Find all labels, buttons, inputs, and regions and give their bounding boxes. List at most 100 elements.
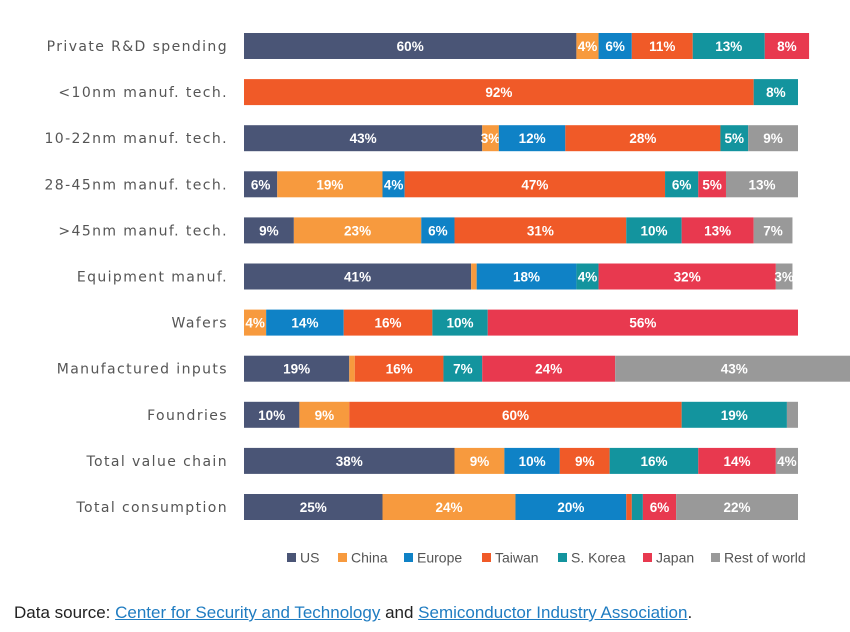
bar-10-22nm-manuf-tech-china	[482, 125, 499, 152]
legend-swatch-europe	[404, 553, 413, 562]
bar-label-manufactured-inputs-us: 19%	[283, 362, 310, 377]
data-source-footer: Data source: Center for Security and Tec…	[14, 603, 692, 623]
bar-10-22nm-manuf-tech-s-korea	[720, 125, 749, 152]
bar-28-45nm-manuf-tech-rest-of-world	[725, 171, 798, 198]
legend-swatch-us	[287, 553, 296, 562]
category-label-gt45nm-manuf-tech: >45nm manuf. tech.	[58, 223, 228, 239]
bar-label-private-randd-spending-china: 4%	[578, 39, 598, 54]
bar-label-private-randd-spending-europe: 6%	[605, 39, 625, 54]
legend-label-japan: Japan	[656, 550, 694, 566]
bar-equipment-manuf-europe	[476, 263, 577, 290]
bar-label-gt45nm-manuf-tech-rest-of-world: 7%	[763, 223, 783, 238]
category-label-lt10nm-manuf-tech: <10nm manuf. tech.	[58, 85, 228, 101]
bar-private-randd-spending-japan	[764, 33, 810, 59]
legend-label-china: China	[351, 550, 388, 566]
bar-label-manufactured-inputs-s-korea: 7%	[453, 362, 473, 377]
bar-total-consumption-japan	[642, 494, 677, 520]
bar-label-10-22nm-manuf-tech-us: 43%	[350, 131, 377, 146]
bar-label-manufactured-inputs-taiwan: 16%	[386, 362, 413, 377]
bar-28-45nm-manuf-tech-taiwan	[404, 171, 666, 198]
bar-wafers-china	[244, 309, 267, 336]
bar-equipment-manuf-s-korea	[576, 263, 599, 290]
category-label-total-consumption: Total consumption	[75, 500, 228, 516]
bar-total-value-chain-europe	[504, 447, 560, 474]
category-label-10-22nm-manuf-tech: 10-22nm manuf. tech.	[44, 131, 228, 147]
bar-label-manufactured-inputs-japan: 24%	[535, 362, 562, 377]
bar-total-consumption-taiwan	[626, 494, 632, 520]
footer-suffix: .	[687, 603, 693, 622]
bar-label-foundries-us: 10%	[258, 408, 285, 423]
bar-10-22nm-manuf-tech-taiwan	[565, 125, 721, 152]
bar-label-28-45nm-manuf-tech-us: 6%	[251, 177, 271, 192]
footer-prefix: Data source:	[14, 603, 116, 622]
bar-label-10-22nm-manuf-tech-europe: 12%	[519, 131, 546, 146]
bar-28-45nm-manuf-tech-europe	[382, 171, 405, 198]
legend-swatch-rest-of-world	[711, 553, 720, 562]
legend-label-us: US	[300, 550, 319, 566]
bar-label-gt45nm-manuf-tech-s-korea: 10%	[640, 223, 667, 238]
category-label-private-randd-spending: Private R&D spending	[47, 39, 228, 55]
bar-label-wafers-europe: 14%	[291, 316, 318, 331]
bar-label-gt45nm-manuf-tech-china: 23%	[344, 223, 371, 238]
bar-label-total-value-chain-s-korea: 16%	[640, 454, 667, 469]
category-label-total-value-chain: Total value chain	[85, 454, 228, 470]
bar-label-total-value-chain-europe: 10%	[519, 454, 546, 469]
bar-28-45nm-manuf-tech-china	[277, 171, 383, 198]
bar-label-10-22nm-manuf-tech-s-korea: 5%	[725, 131, 745, 146]
bar-label-lt10nm-manuf-tech-s-korea: 8%	[766, 85, 786, 100]
bar-total-consumption-s-korea	[631, 494, 643, 520]
bar-manufactured-inputs-rest-of-world	[615, 355, 850, 382]
bar-foundries-taiwan	[349, 401, 682, 428]
bar-total-value-chain-taiwan	[559, 447, 610, 474]
footer-link-sia[interactable]: Semiconductor Industry Association	[418, 603, 688, 622]
bar-label-wafers-japan: 56%	[629, 316, 656, 331]
bar-label-manufactured-inputs-rest-of-world: 43%	[721, 362, 748, 377]
bar-label-equipment-manuf-europe: 18%	[513, 270, 540, 285]
category-label-manufactured-inputs: Manufactured inputs	[57, 362, 228, 378]
bar-manufactured-inputs-taiwan	[354, 355, 444, 382]
bar-10-22nm-manuf-tech-europe	[498, 125, 566, 152]
bar-label-foundries-china: 9%	[315, 408, 335, 423]
bar-gt45nm-manuf-tech-taiwan	[454, 217, 627, 244]
bar-wafers-japan	[487, 309, 798, 336]
legend-swatch-china	[338, 553, 347, 562]
bar-equipment-manuf-china	[471, 263, 477, 290]
bar-label-private-randd-spending-taiwan: 11%	[649, 39, 675, 54]
legend-swatch-s-korea	[558, 553, 567, 562]
bar-label-total-value-chain-us: 38%	[336, 454, 363, 469]
bar-label-equipment-manuf-japan: 32%	[674, 270, 701, 285]
bar-label-10-22nm-manuf-tech-china: 3%	[481, 131, 501, 146]
bar-10-22nm-manuf-tech-us	[244, 125, 483, 152]
bar-manufactured-inputs-japan	[482, 355, 616, 382]
bar-label-wafers-china: 4%	[245, 316, 265, 331]
bar-total-value-chain-china	[454, 447, 505, 474]
legend-swatch-japan	[643, 553, 652, 562]
bar-gt45nm-manuf-tech-s-korea	[626, 217, 682, 244]
bar-label-28-45nm-manuf-tech-europe: 4%	[384, 177, 404, 192]
bar-label-foundries-s-korea: 19%	[721, 408, 748, 423]
bar-label-total-consumption-china: 24%	[435, 500, 462, 515]
bar-lt10nm-manuf-tech-taiwan	[244, 79, 754, 106]
bar-28-45nm-manuf-tech-japan	[698, 171, 726, 198]
bar-label-28-45nm-manuf-tech-china: 19%	[316, 177, 343, 192]
bar-label-total-value-chain-rest-of-world: 4%	[777, 454, 797, 469]
bar-private-randd-spending-europe	[598, 33, 632, 59]
bar-label-total-value-chain-japan: 14%	[724, 454, 751, 469]
category-label-foundries: Foundries	[147, 408, 228, 424]
footer-link-cset[interactable]: Center for Security and Technology	[115, 603, 381, 622]
category-label-wafers: Wafers	[171, 316, 228, 332]
bar-equipment-manuf-us	[244, 263, 472, 290]
bar-28-45nm-manuf-tech-s-korea	[665, 171, 699, 198]
bar-private-randd-spending-taiwan	[631, 33, 693, 59]
bar-label-10-22nm-manuf-tech-rest-of-world: 9%	[763, 131, 783, 146]
bar-total-value-chain-us	[244, 447, 455, 474]
bar-label-foundries-taiwan: 60%	[502, 408, 529, 423]
bar-label-total-consumption-japan: 6%	[650, 500, 670, 515]
legend-label-rest-of-world: Rest of world	[724, 550, 806, 566]
bar-label-gt45nm-manuf-tech-europe: 6%	[428, 223, 448, 238]
category-label-28-45nm-manuf-tech: 28-45nm manuf. tech.	[44, 177, 228, 193]
bar-label-private-randd-spending-s-korea: 13%	[715, 39, 742, 54]
bar-label-28-45nm-manuf-tech-taiwan: 47%	[521, 177, 548, 192]
bar-total-value-chain-japan	[698, 447, 776, 474]
bar-gt45nm-manuf-tech-japan	[681, 217, 754, 244]
